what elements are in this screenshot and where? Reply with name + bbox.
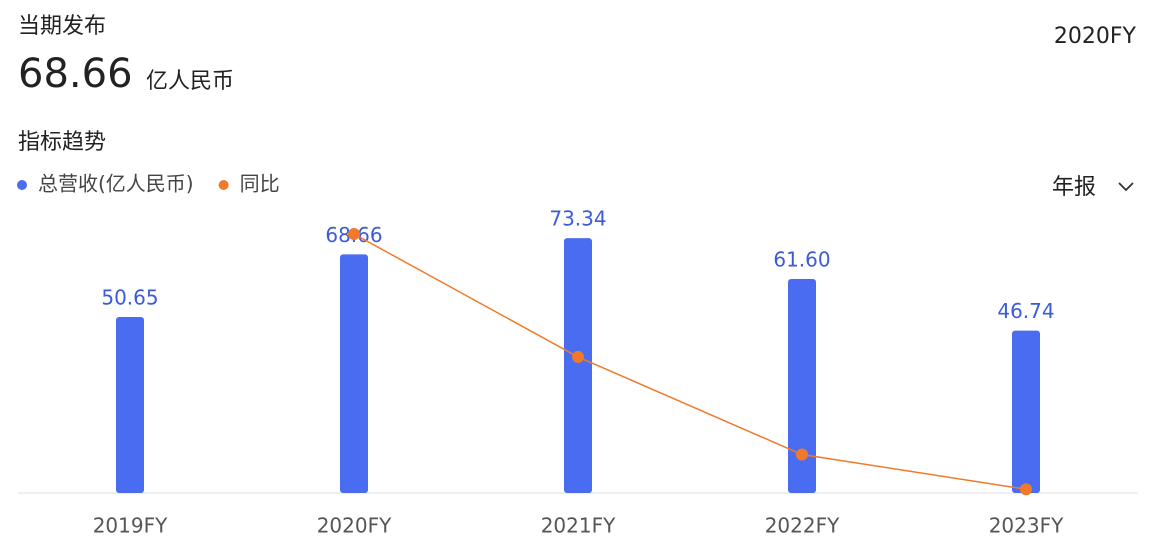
period: 2020FY	[1054, 24, 1137, 49]
line-point	[796, 448, 808, 461]
chevron[interactable]	[1118, 182, 1134, 192]
bar	[340, 254, 368, 493]
line-point	[1020, 483, 1032, 496]
data-label: 50.65	[101, 285, 158, 309]
bar	[564, 238, 592, 493]
headline-value: 68.66	[18, 51, 133, 97]
x-tick-label: 2020FY	[317, 514, 392, 538]
section-title: 指标趋势	[18, 130, 106, 155]
bar	[116, 316, 144, 493]
data-label: 61.60	[773, 247, 830, 271]
legend-label: 总营收(亿人民币)	[38, 172, 194, 196]
x-tick-label: 2021FY	[541, 514, 616, 538]
legend-dot	[17, 180, 27, 190]
data-label: 46.74	[997, 299, 1054, 323]
data-label: 73.34	[549, 207, 606, 231]
line	[353, 233, 1027, 490]
bar	[788, 278, 816, 493]
bar	[1012, 330, 1040, 493]
legend-label: 同比	[240, 172, 280, 196]
line-point	[348, 227, 360, 240]
title: 当期发布	[18, 14, 106, 39]
x-tick-label: 2019FY	[93, 514, 168, 538]
legend-dot	[218, 180, 229, 190]
unit: 亿人民币	[146, 69, 234, 94]
x-tick-label: 2023FY	[989, 514, 1064, 538]
x-tick-label: 2022FY	[765, 514, 840, 538]
line-point	[572, 350, 584, 363]
period-selector[interactable]: 年报	[1052, 175, 1096, 200]
